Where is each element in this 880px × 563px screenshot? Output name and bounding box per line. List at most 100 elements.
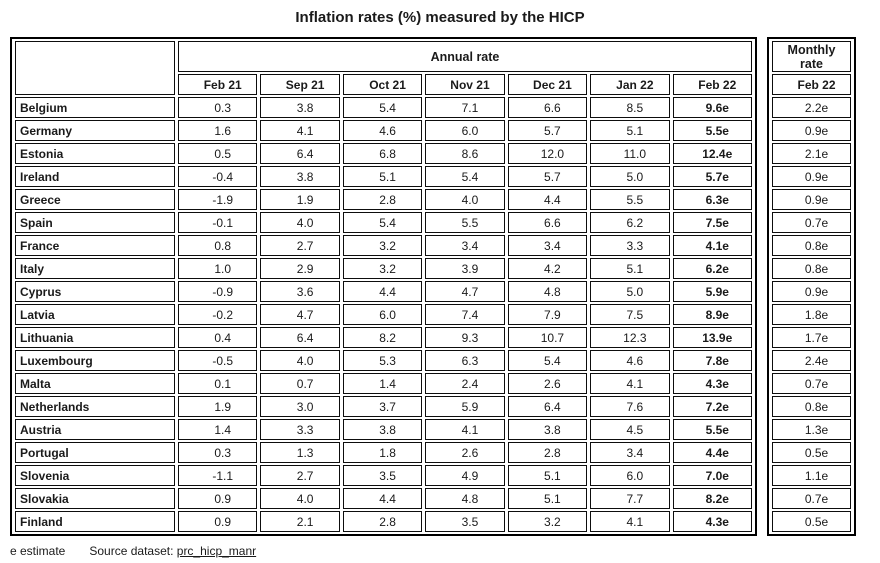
annual-value-cell: 5.1	[590, 120, 670, 141]
country-cell: Lithuania	[15, 327, 175, 348]
latest-annual-value-cell: 7.5e	[672, 212, 752, 233]
country-cell: Greece	[15, 189, 175, 210]
country-cell: Finland	[15, 511, 175, 532]
annual-value-cell: 4.1	[590, 511, 670, 532]
annual-value-cell: 5.1	[342, 166, 423, 187]
annual-value-cell: 2.9	[260, 258, 340, 279]
annual-value-cell: 1.9	[260, 189, 340, 210]
annual-value-cell: 2.6	[507, 373, 588, 394]
annual-value-cell: -0.4	[178, 166, 258, 187]
monthly-value-cell: 0.7e	[772, 212, 851, 233]
annual-value-cell: -1.1	[178, 465, 258, 486]
latest-annual-value-cell: 5.9e	[672, 281, 752, 302]
monthly-value-cell: 0.8e	[772, 235, 851, 256]
annual-value-cell: 4.5	[590, 419, 670, 440]
annual-value-cell: 6.4	[260, 327, 340, 348]
monthly-table-row: 1.8e	[772, 304, 851, 325]
annual-value-cell: 7.6	[590, 396, 670, 417]
annual-value-cell: 1.8	[342, 442, 423, 463]
annual-value-cell: 4.7	[425, 281, 505, 302]
tables-container: Annual rate Feb 21 Sep 21 Oct 21 Nov 21 …	[10, 37, 880, 536]
latest-annual-value-cell: 7.2e	[672, 396, 752, 417]
annual-value-cell: 0.9	[178, 511, 258, 532]
column-header-dec21: Dec 21	[507, 74, 588, 95]
footer: e estimate Source dataset: prc_hicp_manr	[10, 544, 880, 558]
source-dataset-link[interactable]: prc_hicp_manr	[176, 544, 257, 558]
annual-value-cell: 2.8	[507, 442, 588, 463]
annual-value-cell: 3.8	[260, 97, 340, 118]
monthly-value-cell: 1.1e	[772, 465, 851, 486]
column-header-sep21: Sep 21	[260, 74, 340, 95]
corner-cell	[15, 41, 175, 95]
country-cell: Italy	[15, 258, 175, 279]
annual-value-cell: 1.4	[342, 373, 423, 394]
table-row: Finland 0.9 2.1 2.8 3.5 3.2 4.1 4.3e	[15, 511, 752, 532]
table-row: Germany 1.6 4.1 4.6 6.0 5.7 5.1 5.5e	[15, 120, 752, 141]
source-label: Source dataset:	[89, 544, 174, 558]
annual-value-cell: -0.2	[178, 304, 258, 325]
table-row: Greece -1.9 1.9 2.8 4.0 4.4 5.5 6.3e	[15, 189, 752, 210]
annual-value-cell: 4.1	[590, 373, 670, 394]
annual-value-cell: 5.1	[507, 465, 588, 486]
latest-annual-value-cell: 12.4e	[672, 143, 752, 164]
country-cell: Belgium	[15, 97, 175, 118]
country-cell: Estonia	[15, 143, 175, 164]
annual-value-cell: 0.3	[178, 97, 258, 118]
annual-value-cell: 6.3	[425, 350, 505, 371]
table-row: Estonia 0.5 6.4 6.8 8.6 12.0 11.0 12.4e	[15, 143, 752, 164]
latest-annual-value-cell: 4.1e	[672, 235, 752, 256]
column-header-nov21: Nov 21	[425, 74, 505, 95]
monthly-table-row: 2.4e	[772, 350, 851, 371]
table-row: Slovakia 0.9 4.0 4.4 4.8 5.1 7.7 8.2e	[15, 488, 752, 509]
country-cell: Cyprus	[15, 281, 175, 302]
annual-value-cell: 6.6	[507, 212, 588, 233]
annual-value-cell: 12.0	[507, 143, 588, 164]
monthly-value-cell: 0.9e	[772, 281, 851, 302]
monthly-value-cell: 1.8e	[772, 304, 851, 325]
annual-value-cell: 0.7	[260, 373, 340, 394]
annual-value-cell: 7.9	[507, 304, 588, 325]
annual-value-cell: 5.1	[590, 258, 670, 279]
monthly-value-cell: 2.4e	[772, 350, 851, 371]
country-cell: Portugal	[15, 442, 175, 463]
monthly-value-cell: 0.5e	[772, 511, 851, 532]
table-row: Malta 0.1 0.7 1.4 2.4 2.6 4.1 4.3e	[15, 373, 752, 394]
annual-value-cell: 3.8	[260, 166, 340, 187]
annual-value-cell: 2.6	[425, 442, 505, 463]
country-cell: Malta	[15, 373, 175, 394]
annual-value-cell: -0.1	[178, 212, 258, 233]
monthly-table-row: 0.9e	[772, 189, 851, 210]
annual-value-cell: 4.8	[507, 281, 588, 302]
monthly-table-row: 0.8e	[772, 258, 851, 279]
annual-value-cell: 11.0	[590, 143, 670, 164]
annual-value-cell: 0.8	[178, 235, 258, 256]
latest-annual-value-cell: 4.4e	[672, 442, 752, 463]
country-cell: France	[15, 235, 175, 256]
annual-value-cell: 4.4	[507, 189, 588, 210]
monthly-table-row: 1.3e	[772, 419, 851, 440]
annual-value-cell: 4.1	[260, 120, 340, 141]
latest-annual-value-cell: 7.8e	[672, 350, 752, 371]
annual-value-cell: -0.5	[178, 350, 258, 371]
annual-value-cell: 4.1	[425, 419, 505, 440]
annual-value-cell: 4.9	[425, 465, 505, 486]
annual-value-cell: 4.0	[260, 212, 340, 233]
table-row: Netherlands 1.9 3.0 3.7 5.9 6.4 7.6 7.2e	[15, 396, 752, 417]
annual-value-cell: 5.7	[507, 120, 588, 141]
annual-value-cell: 6.8	[342, 143, 423, 164]
annual-value-cell: 3.3	[260, 419, 340, 440]
annual-value-cell: 0.9	[178, 488, 258, 509]
country-cell: Germany	[15, 120, 175, 141]
monthly-value-cell: 0.7e	[772, 488, 851, 509]
annual-value-cell: 0.1	[178, 373, 258, 394]
table-row: Austria 1.4 3.3 3.8 4.1 3.8 4.5 5.5e	[15, 419, 752, 440]
annual-value-cell: 8.6	[425, 143, 505, 164]
annual-value-cell: 4.8	[425, 488, 505, 509]
annual-value-cell: 8.2	[342, 327, 423, 348]
latest-annual-value-cell: 5.7e	[672, 166, 752, 187]
annual-value-cell: 6.0	[425, 120, 505, 141]
column-header-feb22: Feb 22	[672, 74, 752, 95]
annual-value-cell: 5.4	[342, 97, 423, 118]
country-cell: Slovakia	[15, 488, 175, 509]
annual-value-cell: 6.0	[342, 304, 423, 325]
